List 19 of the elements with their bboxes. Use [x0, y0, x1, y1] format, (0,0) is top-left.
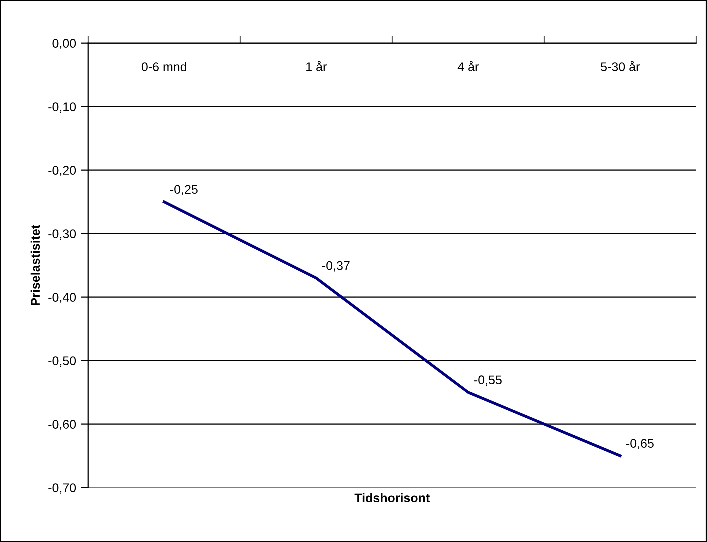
data-label: -0,55: [474, 376, 502, 386]
x-axis-title: Tidshorisont: [354, 493, 430, 503]
line-series: [162, 200, 622, 458]
y-tick-label: -0,50: [48, 356, 76, 367]
data-label: -0,25: [170, 185, 198, 196]
x-tick-label: 4 år: [458, 61, 479, 72]
x-tick-label: 1 år: [306, 61, 327, 72]
y-tick-label: 0,00: [52, 39, 76, 50]
y-axis-title: Priselastisitet: [30, 225, 40, 306]
y-tick-label: -0,20: [48, 166, 76, 176]
data-label: -0,37: [322, 261, 350, 272]
y-tick-label: -0,40: [48, 293, 76, 304]
x-tick-label: 5-30 år: [601, 61, 640, 72]
y-tick-label: -0,70: [48, 484, 76, 494]
y-tick-label: -0,30: [48, 230, 76, 240]
y-tick-label: -0,10: [48, 102, 76, 113]
x-tick-label: 0-6 mnd: [142, 62, 186, 72]
y-tick-label: -0,60: [48, 420, 76, 430]
data-label: -0,65: [626, 439, 654, 450]
